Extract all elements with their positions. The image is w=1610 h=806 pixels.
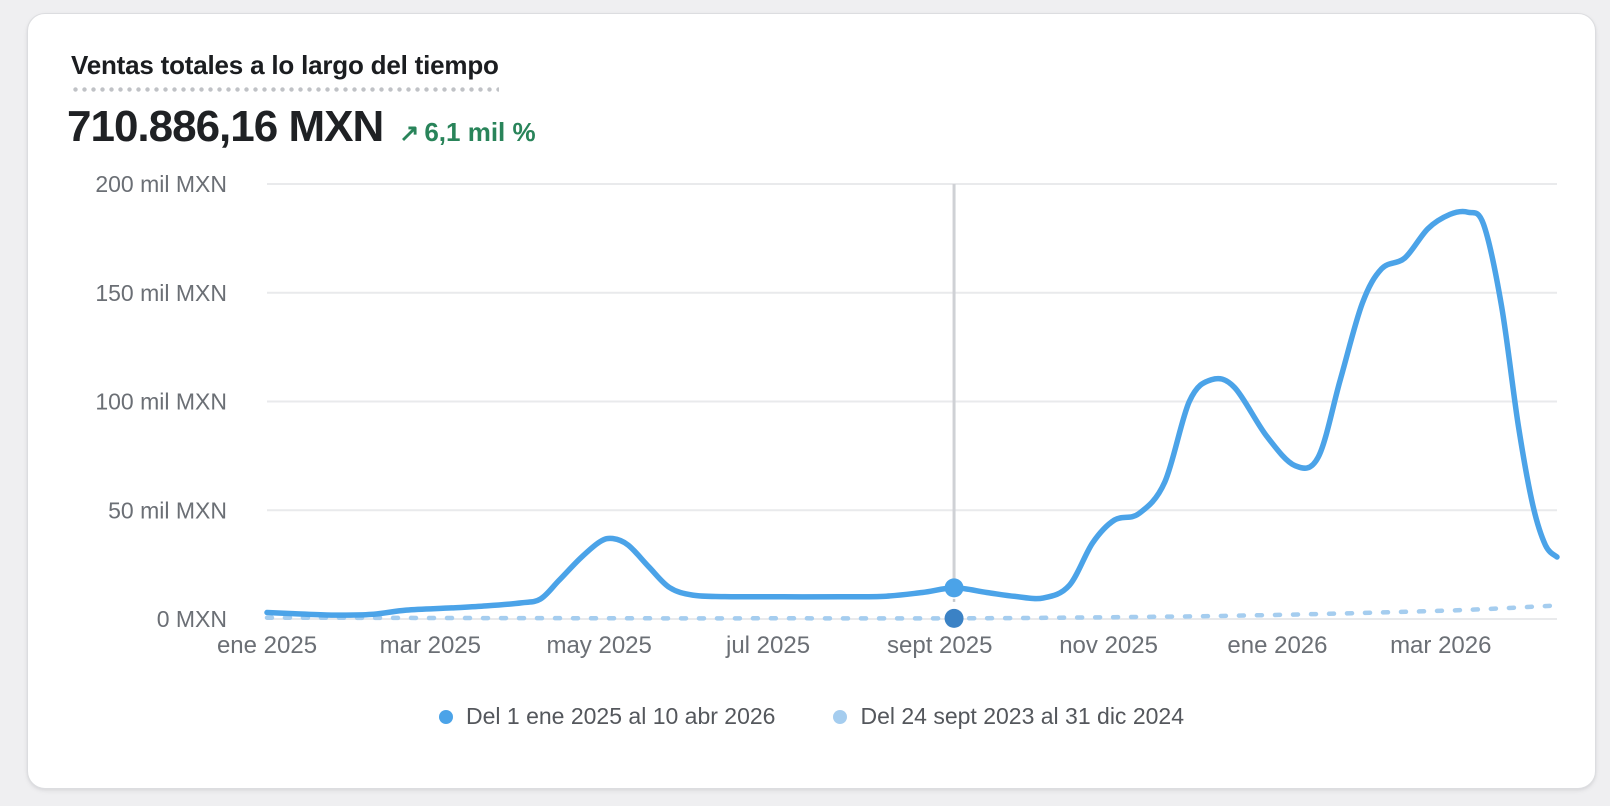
change-badge: ↗ 6,1 mil % xyxy=(399,117,535,148)
x-axis-label: mar 2026 xyxy=(1390,632,1491,659)
x-axis-label: may 2025 xyxy=(546,632,651,659)
previous-period-marker-dot xyxy=(944,608,964,628)
previous-period-dot-icon xyxy=(833,709,848,724)
card-title[interactable]: Ventas totales a lo largo del tiempo xyxy=(71,50,499,92)
current-period-marker-dot xyxy=(944,578,964,598)
legend-item-previous-period[interactable]: Del 24 sept 2023 al 31 dic 2024 xyxy=(833,703,1184,731)
x-axis-label: mar 2025 xyxy=(380,632,481,659)
y-axis-label: 150 mil MXN xyxy=(95,280,227,306)
x-axis-label: ene 2026 xyxy=(1227,632,1327,659)
change-label: 6,1 mil % xyxy=(424,117,536,147)
y-axis-label: 0 MXN xyxy=(157,606,227,632)
current-period-line xyxy=(264,208,1560,618)
total-sales-card: Ventas totales a lo largo del tiempo 710… xyxy=(27,13,1596,789)
x-axis-label: ene 2025 xyxy=(217,632,317,659)
total-sales-value: 710.886,16 MXN xyxy=(67,102,384,151)
legend-label-current-period: Del 1 ene 2025 al 10 abr 2026 xyxy=(466,703,776,729)
y-axis-label: 200 mil MXN xyxy=(95,171,227,197)
chart-legend: Del 1 ene 2025 al 10 abr 2026 Del 24 sep… xyxy=(28,703,1595,731)
x-axis-label: jul 2025 xyxy=(725,632,810,659)
y-axis-label: 100 mil MXN xyxy=(95,389,227,415)
sales-line-chart[interactable]: 200 mil MXN 150 mil MXN 100 mil MXN 50 mil … xyxy=(31,161,1567,681)
legend-item-current-period[interactable]: Del 1 ene 2025 al 10 abr 2026 xyxy=(439,703,775,731)
current-period-dot-icon xyxy=(439,709,453,724)
trend-up-arrow-icon: ↗ xyxy=(399,120,420,147)
x-axis-label: sept 2025 xyxy=(887,632,992,659)
legend-label-previous-period: Del 24 sept 2023 al 31 dic 2024 xyxy=(860,703,1184,729)
metric-row: 710.886,16 MXN ↗ 6,1 mil % xyxy=(67,102,536,153)
chart-canvas[interactable]: 200 mil MXN 150 mil MXN 100 mil MXN 50 mil … xyxy=(31,161,1567,681)
previous-period-line xyxy=(264,603,1560,621)
y-axis-label: 50 mil MXN xyxy=(108,497,227,523)
x-axis-label: nov 2025 xyxy=(1059,632,1158,659)
